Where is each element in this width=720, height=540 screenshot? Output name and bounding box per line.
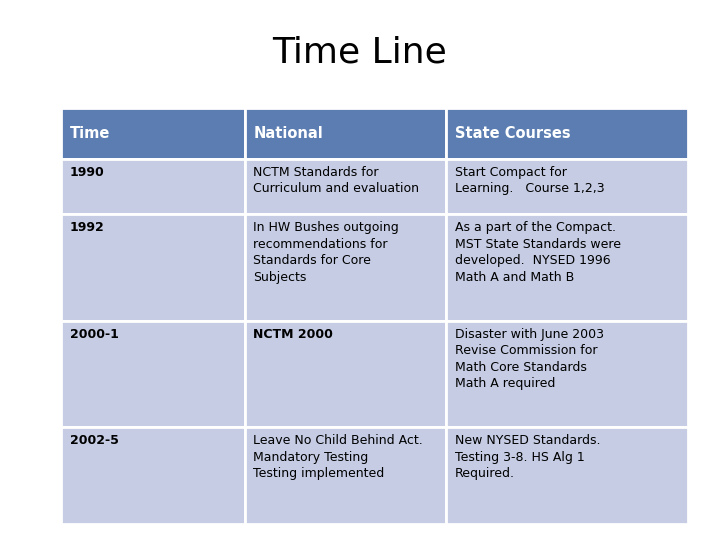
FancyBboxPatch shape — [245, 108, 446, 159]
Text: Start Compact for
Learning.   Course 1,2,3: Start Compact for Learning. Course 1,2,3 — [455, 166, 605, 195]
Text: 1992: 1992 — [70, 221, 104, 234]
Text: National: National — [253, 126, 323, 141]
FancyBboxPatch shape — [245, 159, 446, 214]
Text: As a part of the Compact.
MST State Standards were
developed.  NYSED 1996
Math A: As a part of the Compact. MST State Stan… — [455, 221, 621, 284]
Text: Time: Time — [70, 126, 110, 141]
Text: NCTM Standards for
Curriculum and evaluation: NCTM Standards for Curriculum and evalua… — [253, 166, 420, 195]
Text: 1990: 1990 — [70, 166, 104, 179]
FancyBboxPatch shape — [446, 214, 688, 321]
Text: State Courses: State Courses — [455, 126, 571, 141]
Text: New NYSED Standards.
Testing 3-8. HS Alg 1
Required.: New NYSED Standards. Testing 3-8. HS Alg… — [455, 434, 600, 480]
FancyBboxPatch shape — [61, 108, 245, 159]
Text: 2002-5: 2002-5 — [70, 434, 119, 447]
FancyBboxPatch shape — [61, 214, 245, 321]
FancyBboxPatch shape — [61, 159, 245, 214]
Text: Disaster with June 2003
Revise Commission for
Math Core Standards
Math A require: Disaster with June 2003 Revise Commissio… — [455, 328, 604, 390]
FancyBboxPatch shape — [446, 108, 688, 159]
FancyBboxPatch shape — [446, 321, 688, 427]
Text: NCTM 2000: NCTM 2000 — [253, 328, 333, 341]
FancyBboxPatch shape — [245, 214, 446, 321]
FancyBboxPatch shape — [446, 427, 688, 524]
FancyBboxPatch shape — [245, 321, 446, 427]
Text: Time Line: Time Line — [273, 35, 447, 69]
Text: Leave No Child Behind Act.
Mandatory Testing
Testing implemented: Leave No Child Behind Act. Mandatory Tes… — [253, 434, 423, 480]
FancyBboxPatch shape — [245, 427, 446, 524]
FancyBboxPatch shape — [446, 159, 688, 214]
FancyBboxPatch shape — [61, 427, 245, 524]
Text: In HW Bushes outgoing
recommendations for
Standards for Core
Subjects: In HW Bushes outgoing recommendations fo… — [253, 221, 399, 284]
Text: 2000-1: 2000-1 — [70, 328, 119, 341]
FancyBboxPatch shape — [61, 321, 245, 427]
